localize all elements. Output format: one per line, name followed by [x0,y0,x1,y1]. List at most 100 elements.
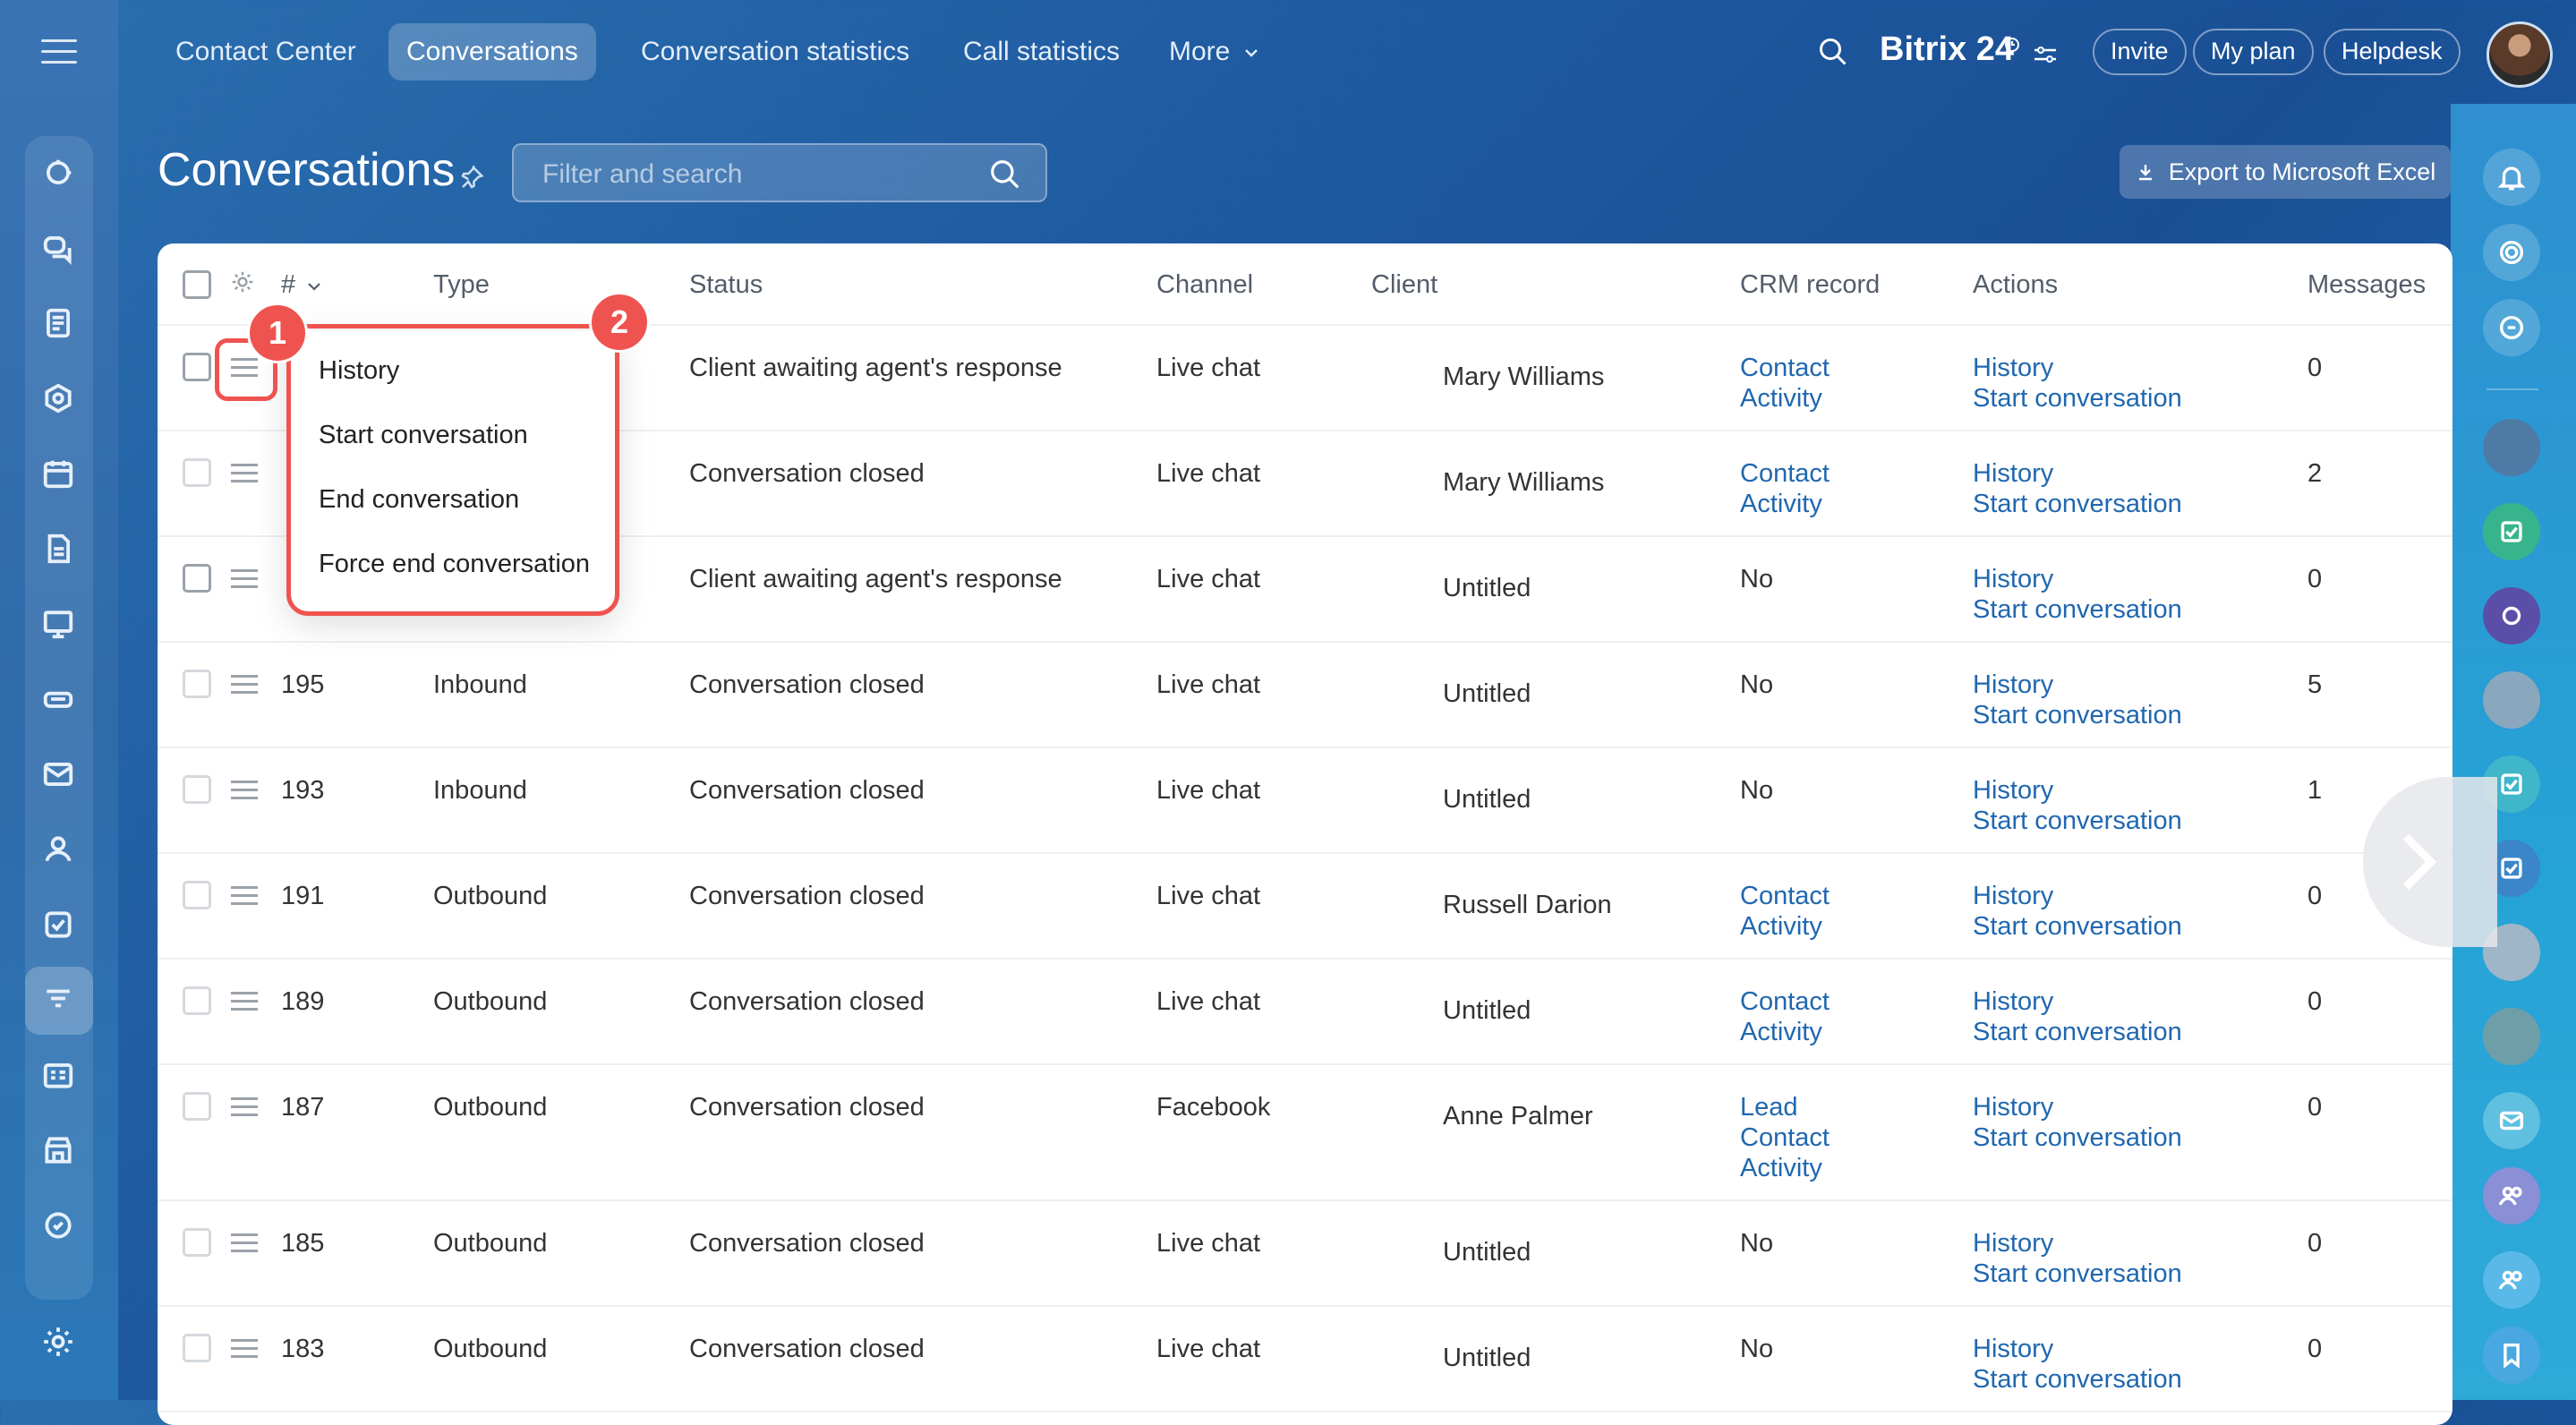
col-messages[interactable]: Messages [2307,270,2427,299]
notifications-bell-icon[interactable] [2483,149,2540,206]
crm-link[interactable]: Activity [1740,912,1822,941]
start-conversation-link[interactable]: Start conversation [1973,1018,2182,1046]
start-conversation-link[interactable]: Start conversation [1973,595,2182,624]
table-row[interactable]: Conversation closed Live chat Mary William… [158,430,2452,537]
start-conversation-link[interactable]: Start conversation [1973,384,2182,413]
history-link[interactable]: History [1973,1093,2054,1122]
table-row[interactable]: Client awaiting agent's response Live cha… [158,324,2452,431]
sidebar-item-calendar-icon[interactable] [39,455,77,492]
start-conversation-link[interactable]: Start conversation [1973,701,2182,730]
row-checkbox[interactable] [183,775,211,804]
sidebar-item-chats-icon[interactable] [39,229,77,267]
menu-item-force-end-conversation[interactable]: Force end conversation [319,550,591,578]
sidebar-item-boards-icon[interactable] [39,605,77,643]
table-row[interactable]: 189 Outbound Conversation closed Live chat U… [158,958,2452,1065]
row-menu-icon[interactable] [231,464,258,483]
nav-conversation-statistics[interactable]: Conversation statistics [641,37,910,66]
history-link[interactable]: History [1973,565,2054,593]
gear-icon[interactable] [229,269,256,295]
start-conversation-link[interactable]: Start conversation [1973,1365,2182,1394]
menu-burger-icon[interactable] [41,39,77,64]
col-client[interactable]: Client [1371,270,1438,299]
crm-link[interactable]: Activity [1740,1018,1822,1046]
row-menu-icon[interactable] [231,675,258,695]
chat-copilot-icon[interactable] [2483,587,2540,644]
crm-link[interactable]: Contact [1740,987,1830,1016]
sidebar-item-ai-icon[interactable] [39,154,77,192]
select-all-checkbox[interactable] [183,270,211,299]
settings-gear-icon[interactable] [39,1323,77,1361]
history-link[interactable]: History [1973,987,2054,1016]
row-menu-icon[interactable] [231,569,258,589]
table-row[interactable]: 193 Inbound Conversation closed Live chat Un… [158,747,2452,854]
sidebar-item-docs-icon[interactable] [39,530,77,567]
menu-item-history[interactable]: History [319,356,400,385]
col-channel[interactable]: Channel [1156,270,1254,299]
nav-call-statistics[interactable]: Call statistics [963,37,1121,66]
col-actions[interactable]: Actions [1973,270,2059,299]
table-row[interactable]: 185 Outbound Conversation closed Live chat U… [158,1199,2452,1307]
chat-avatar-4[interactable] [2483,1008,2540,1065]
row-checkbox[interactable] [183,881,211,909]
sidebar-item-groups-icon[interactable] [39,831,77,868]
history-link[interactable]: History [1973,882,2054,910]
crm-link[interactable]: Activity [1740,490,1822,518]
row-menu-icon[interactable] [231,1339,258,1359]
row-menu-icon[interactable] [231,1097,258,1117]
chat-group-icon-2[interactable] [2483,1251,2540,1309]
chat-avatar-2[interactable] [2483,671,2540,729]
row-checkbox[interactable] [183,458,211,487]
sidebar-item-goals-icon[interactable] [39,1207,77,1244]
invite-button[interactable]: Invite [2093,29,2187,75]
crm-link[interactable]: Activity [1740,1154,1822,1182]
crm-link[interactable]: Contact [1740,1123,1830,1152]
start-conversation-link[interactable]: Start conversation [1973,490,2182,518]
sidebar-item-tasks-icon[interactable] [39,906,77,943]
col-crm[interactable]: CRM record [1740,270,1881,299]
col-type[interactable]: Type [433,270,490,299]
table-row[interactable]: 187 Outbound Conversation closed Facebook An… [158,1063,2452,1201]
chat-tasks-icon[interactable] [2483,503,2540,560]
table-row[interactable]: 183 Outbound Conversation closed Live chat U… [158,1305,2452,1412]
row-menu-icon[interactable] [231,781,258,800]
chat-bookmark-icon[interactable] [2483,1327,2540,1384]
my-plan-button[interactable]: My plan [2193,29,2314,75]
sidebar-item-contact-center-icon[interactable] [39,981,77,1019]
brand-logo[interactable]: Bitrix 24 [1880,30,2014,69]
menu-item-start-conversation[interactable]: Start conversation [319,421,528,449]
row-menu-icon[interactable] [231,886,258,906]
row-menu-icon[interactable] [231,1233,258,1253]
menu-item-end-conversation[interactable]: End conversation [319,485,520,514]
start-conversation-link[interactable]: Start conversation [1973,912,2182,941]
table-row[interactable]: Client awaiting agent's response Live cha… [158,535,2452,643]
start-conversation-link[interactable]: Start conversation [1973,1123,2182,1152]
sidebar-item-store-icon[interactable] [39,1131,77,1169]
row-menu-icon[interactable] [231,358,258,378]
settings-sliders-icon[interactable] [2032,43,2059,66]
pin-icon[interactable] [458,165,485,192]
search-icon[interactable] [1817,36,1849,68]
col-status[interactable]: Status [689,270,763,299]
filter-search-box[interactable] [512,143,1047,202]
chat-avatar-1[interactable] [2483,419,2540,476]
messenger-search-icon[interactable] [2483,299,2540,356]
crm-link[interactable]: Activity [1740,384,1822,413]
row-checkbox[interactable] [183,986,211,1015]
history-link[interactable]: History [1973,1335,2054,1363]
sidebar-item-drive-icon[interactable] [39,680,77,718]
table-row[interactable]: 191 Outbound Conversation closed Live chat R… [158,852,2452,960]
start-conversation-link[interactable]: Start conversation [1973,806,2182,835]
table-row[interactable]: 195 Inbound Conversation closed Live chat Un… [158,641,2452,748]
user-avatar[interactable] [2486,21,2553,88]
crm-link[interactable]: Contact [1740,459,1830,488]
start-conversation-link[interactable]: Start conversation [1973,1259,2182,1288]
search-input[interactable] [541,156,974,193]
history-link[interactable]: History [1973,354,2054,382]
col-num[interactable]: # [281,270,322,300]
history-link[interactable]: History [1973,776,2054,805]
crm-link[interactable]: Lead [1740,1093,1798,1122]
chat-group-icon[interactable] [2483,1167,2540,1224]
row-checkbox[interactable] [183,670,211,698]
row-checkbox[interactable] [183,564,211,593]
history-link[interactable]: History [1973,670,2054,699]
